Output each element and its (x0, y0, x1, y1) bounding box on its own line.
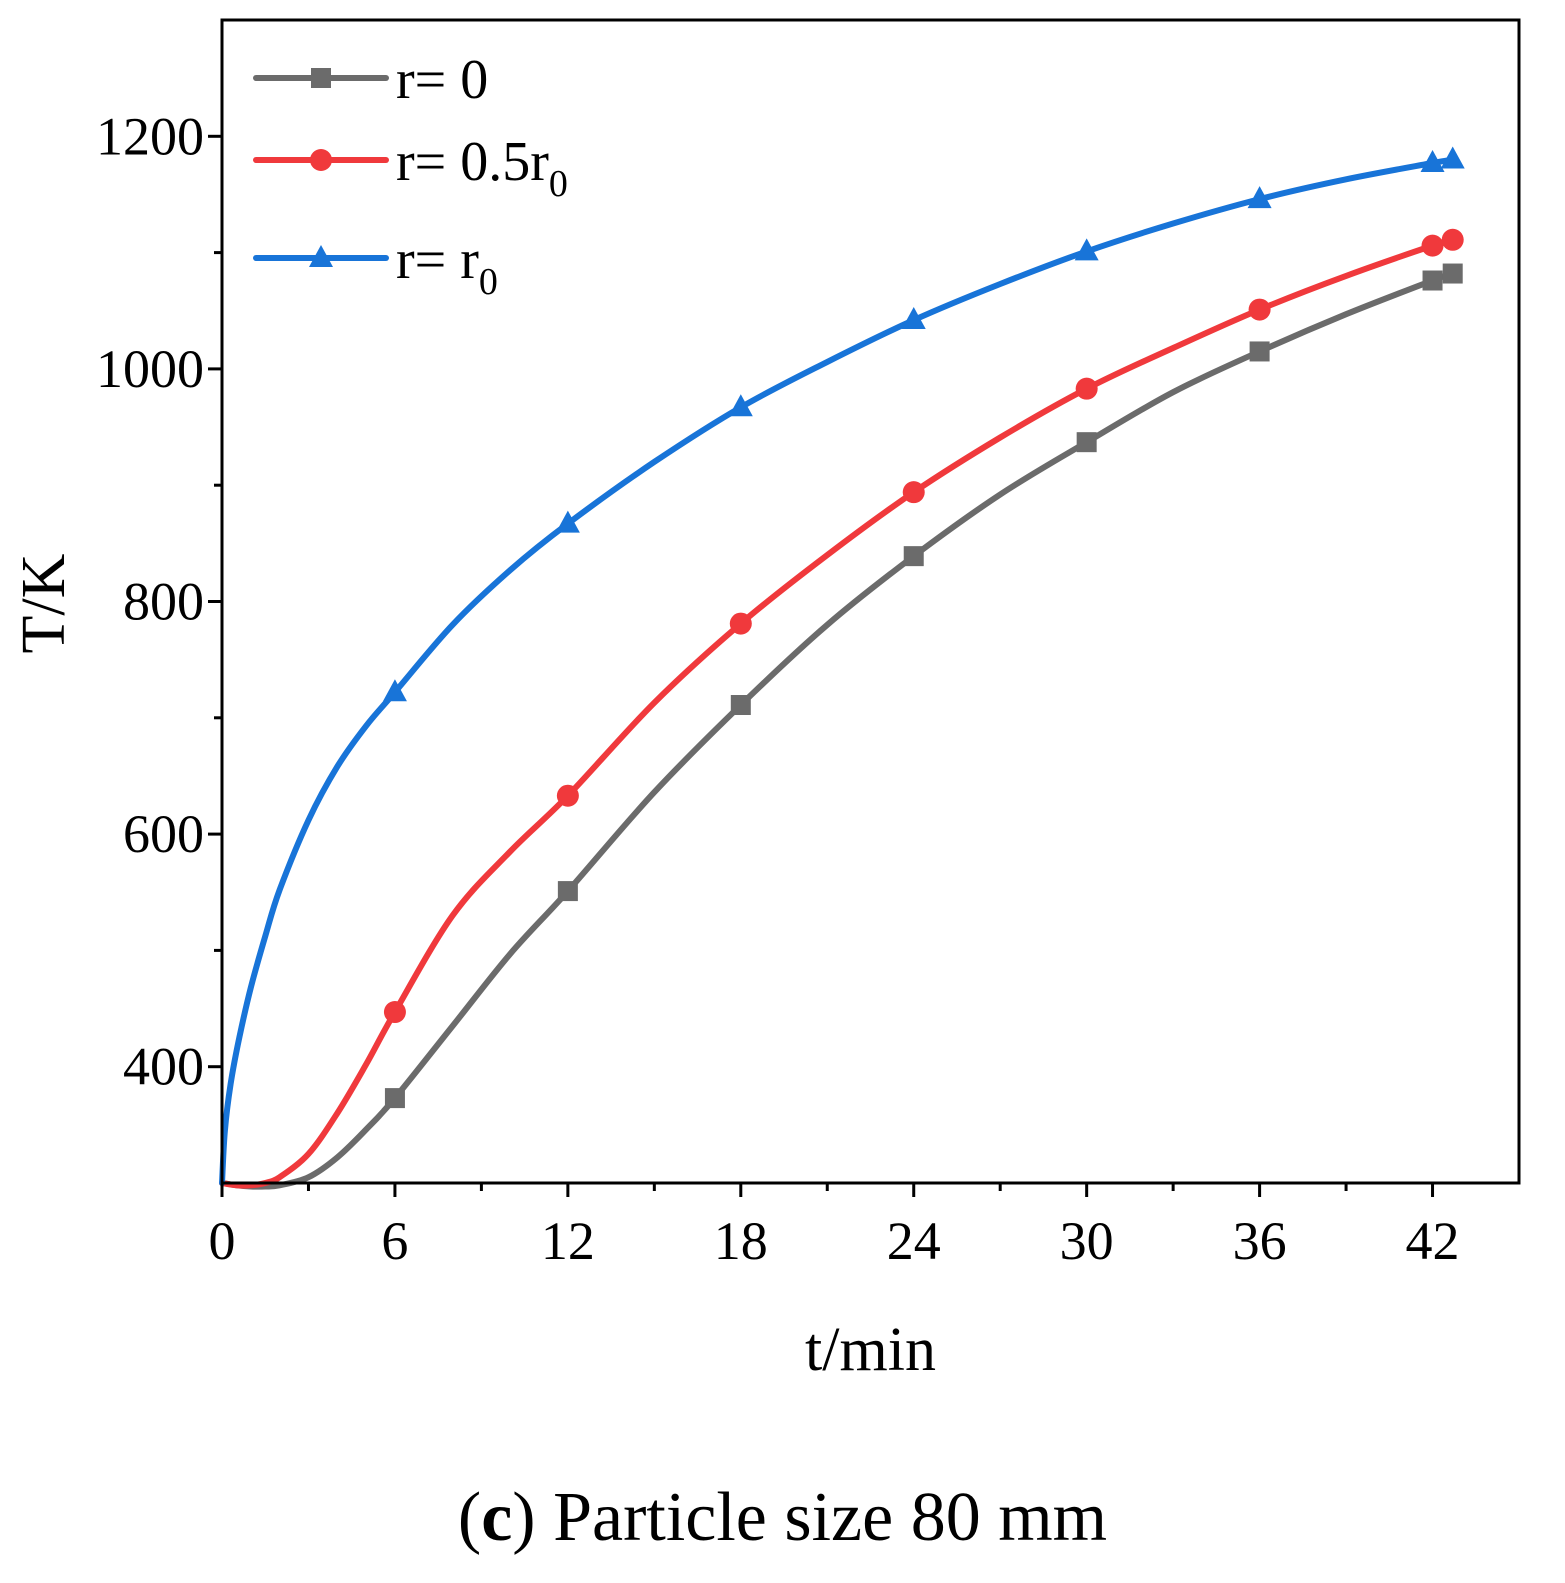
y-axis-title: T/K (10, 553, 78, 653)
caption-open-paren: ( (457, 1479, 482, 1556)
x-tick-label: 36 (1233, 1211, 1287, 1271)
series-0 (219, 263, 1463, 1190)
legend-entry: r= r0 (253, 229, 498, 303)
legend-entry: r= 0.5r0 (253, 131, 568, 205)
axes-layer: 0 6 12 18 24 30 36 42 400 600 800 1000 1200 (96, 18, 1521, 1271)
x-tick-label: 18 (714, 1211, 768, 1271)
data-point (1441, 228, 1464, 251)
y-tick-label: 1200 (96, 106, 204, 166)
data-point (557, 881, 578, 902)
data-point (903, 546, 924, 567)
data-point (729, 612, 752, 635)
data-point (383, 1001, 406, 1024)
data-point (382, 679, 407, 702)
data-point (1076, 432, 1097, 453)
x-tick-label: 30 (1060, 1211, 1114, 1271)
data-point (1249, 341, 1270, 362)
figure-caption: (c) Particle size 80 mm (0, 1478, 1565, 1558)
data-point (1422, 270, 1443, 291)
data-point (556, 784, 579, 807)
data-point (1074, 238, 1099, 261)
data-point (1420, 150, 1445, 173)
x-axis-title: t/min (805, 1316, 936, 1384)
y-tick-label: 400 (123, 1037, 204, 1097)
series-1 (219, 228, 1464, 1189)
legend: r= 0 r= 0.5r0 r= r0 (253, 49, 568, 303)
data-point (1075, 377, 1098, 400)
legend-label: r= r0 (396, 229, 498, 303)
y-tick-label: 600 (123, 804, 204, 864)
plot-frame (220, 18, 1521, 1185)
series-line (219, 270, 1456, 1190)
legend-label: r= 0 (396, 49, 488, 111)
x-tick-label: 12 (541, 1211, 595, 1271)
data-point (902, 481, 925, 504)
series-line (219, 236, 1456, 1189)
caption-text: Particle size 80 mm (535, 1479, 1108, 1556)
data-point (901, 307, 926, 330)
x-tick-label: 24 (887, 1211, 941, 1271)
data-point (1440, 146, 1465, 169)
legend-label: r= 0.5r0 (396, 131, 568, 205)
data-point (1247, 186, 1272, 209)
y-tick-label: 1000 (96, 339, 204, 399)
legend-entry: r= 0 (253, 49, 488, 111)
x-tick-label: 42 (1406, 1211, 1460, 1271)
data-point (730, 695, 751, 716)
legend-label-subscript: 0 (549, 163, 568, 205)
series-layer (219, 146, 1465, 1190)
data-point (555, 510, 580, 533)
legend-swatch-marker (309, 245, 333, 267)
data-point (384, 1088, 405, 1109)
data-point (1421, 234, 1444, 257)
caption-panel-letter: c (481, 1479, 513, 1556)
data-point (1248, 298, 1271, 321)
series-2 (219, 146, 1465, 1186)
legend-swatch-marker (311, 68, 331, 88)
data-point (728, 394, 753, 417)
y-tick-label: 800 (123, 572, 204, 632)
caption-close-paren: ) (512, 1479, 536, 1556)
legend-label-subscript: 0 (479, 261, 498, 303)
data-point (1442, 263, 1463, 284)
x-tick-label: 6 (381, 1211, 408, 1271)
legend-swatch-marker (310, 149, 332, 171)
x-tick-label: 0 (209, 1211, 236, 1271)
